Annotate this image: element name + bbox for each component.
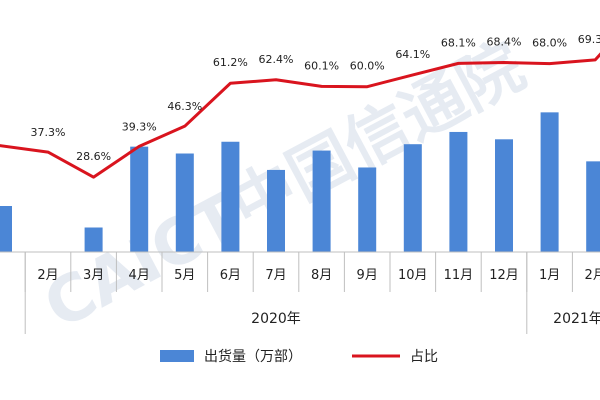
data-label: 64.1% <box>395 48 430 61</box>
bar-partial-left <box>0 206 12 252</box>
data-label: 60.1% <box>304 59 339 72</box>
year-label: 2020年 <box>251 311 301 327</box>
x-tick-label: 2月 <box>585 268 600 283</box>
data-label: 61.2% <box>213 56 248 69</box>
x-tick-label: 1月 <box>539 268 560 283</box>
x-tick-label: 11月 <box>444 268 474 283</box>
bar-2 <box>130 146 149 252</box>
x-tick-label: 4月 <box>129 268 150 283</box>
x-tick-label: 8月 <box>311 268 332 283</box>
x-tick-label: 12月 <box>489 268 519 283</box>
bar-3 <box>175 153 194 252</box>
bar-11 <box>540 112 559 252</box>
data-label: 68.1% <box>441 36 476 49</box>
line-group: 37.3% 28.6% 39.3% 46.3% 61.2% 62.4% 60.1% 60.0%… <box>0 33 600 179</box>
legend-swatch-bar <box>160 350 194 362</box>
bar-6 <box>312 150 331 252</box>
data-label: 28.6% <box>76 150 111 163</box>
data-label: 39.3% <box>122 120 157 133</box>
bar-10 <box>495 139 513 252</box>
bar-8 <box>403 144 422 252</box>
bar-1 <box>84 227 103 252</box>
data-label: 62.4% <box>259 53 294 66</box>
axis-group: 2月 3月 4月 5月 6月 7月 8月 9月 10月 11月 12月 1月 2月 2020年 2021年 <box>0 251 600 334</box>
legend-label-bar: 出货量（万部） <box>204 348 302 365</box>
x-tick-label: 5月 <box>174 268 195 283</box>
x-tick-label: 10月 <box>398 268 428 283</box>
share-line <box>0 52 600 179</box>
bar-12 <box>586 161 600 252</box>
legend: 出货量（万部） 占比 <box>160 348 438 365</box>
bar-5 <box>267 169 285 252</box>
x-tick-label: 7月 <box>265 268 286 283</box>
x-tick-label: 3月 <box>83 268 104 283</box>
legend-label-line: 占比 <box>410 349 438 365</box>
data-label: 46.3% <box>167 100 202 113</box>
x-tick-label: 9月 <box>357 268 378 283</box>
x-tick-label: 6月 <box>220 268 241 283</box>
data-label: 37.3% <box>31 126 66 139</box>
data-label: 68.4% <box>487 36 522 49</box>
year-label: 2021年 <box>553 311 600 327</box>
x-tick-label: 2月 <box>37 268 58 283</box>
data-label: 68.0% <box>532 37 567 50</box>
bar-9 <box>449 131 468 252</box>
data-label: 60.0% <box>350 60 385 73</box>
bar-7 <box>358 167 377 252</box>
bars-group <box>0 112 600 252</box>
bar-4 <box>221 141 240 252</box>
data-label: 69.3% <box>578 33 600 46</box>
